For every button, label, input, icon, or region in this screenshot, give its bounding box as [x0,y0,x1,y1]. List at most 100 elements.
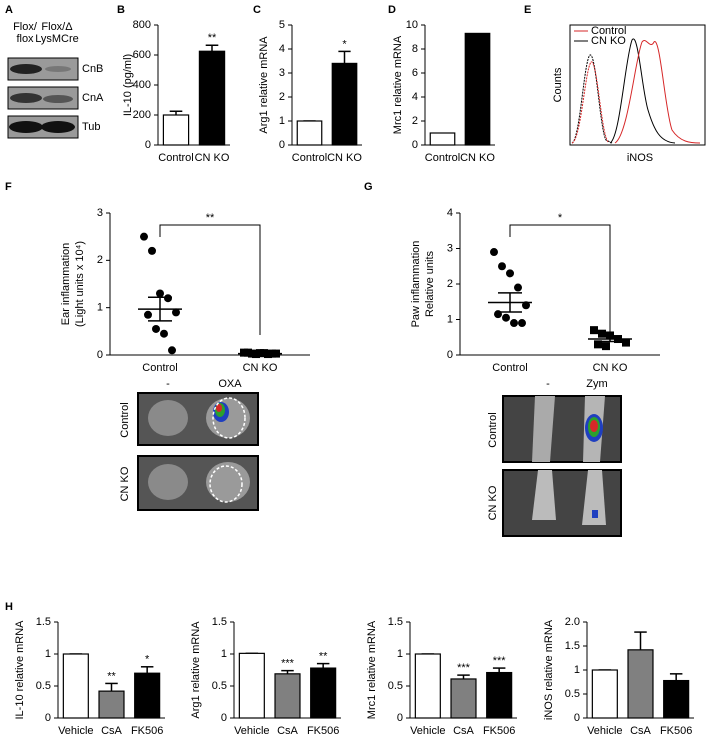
column-label: - [166,378,170,390]
x-tick-label: Vehicle [234,725,269,737]
x-tick-label: Vehicle [410,725,445,737]
point [144,310,152,319]
y-axis-label: Ear inflammation [60,243,72,326]
y-tick-label: 0 [412,139,418,151]
x-tick-label: CN KO [460,152,495,164]
x-tick-label: FK506 [131,725,163,737]
x-tick-label: CsA [630,725,651,737]
y-tick-label: 2 [279,91,285,103]
y-axis-label: IL-10 (pg/ml) [122,54,134,116]
bar [238,652,265,719]
bar [486,671,513,719]
row-label: CnA [82,92,104,104]
panel-letter: F [5,181,12,193]
point [622,338,630,347]
point [502,313,510,322]
x-tick-label: FK506 [483,725,515,737]
point [602,342,610,351]
x-tick-label: CN KO [243,362,278,374]
legend-label: Control [591,25,626,37]
image [502,395,622,537]
panel-letter: D [388,4,396,16]
y-tick-label: 0.5 [565,688,580,700]
y-tick-label: 4 [279,43,285,55]
column-label: Flox/Δ [41,21,73,33]
x-tick-label: CN KO [327,152,362,164]
panel-letter: A [5,4,13,16]
point [148,246,156,255]
bracket [159,224,261,335]
point [140,232,148,241]
column-label: flox [16,33,34,45]
significance: ** [206,212,215,224]
y-axis-label: (Light units x 10⁴) [74,241,86,327]
column-label: Flox/ [13,21,38,33]
bar [414,653,441,719]
point [510,319,518,328]
y-axis-label: Counts [552,67,564,102]
point [514,283,522,292]
row-label: Control [487,412,499,447]
significance: ** [107,670,116,682]
x-tick-label: Vehicle [587,725,622,737]
x-tick-label: Control [492,362,527,374]
y-axis-label: Paw inflammation [410,241,422,328]
y-tick-label: 0.5 [388,680,403,692]
y-tick-label: 1 [221,648,227,660]
y-tick-label: 4 [447,207,453,219]
y-tick-label: 1.5 [36,616,51,628]
x-tick-label: Control [292,152,327,164]
point [172,308,180,317]
significance: * [558,212,563,224]
y-tick-label: 1 [397,648,403,660]
x-tick-label: FK506 [307,725,339,737]
bar [627,649,654,719]
x-axis-label: iNOS [627,152,653,164]
y-tick-label: 1 [279,115,285,127]
y-axis-label: Relative units [424,250,436,317]
y-tick-label: 400 [133,79,151,91]
panel-letter: B [117,4,125,16]
point [160,329,168,338]
legend-label: CN KO [591,35,626,47]
y-axis-label: IL-10 relative mRNA [14,620,26,720]
bar [134,672,161,719]
y-tick-label: 2 [447,278,453,290]
column-label: Zym [586,378,607,390]
y-tick-label: 1.5 [565,640,580,652]
x-tick-label: CsA [453,725,474,737]
bar [663,679,690,719]
y-axis-label: Mrc1 relative mRNA [366,620,378,719]
bracket [509,224,611,335]
panel-letter: H [5,601,13,613]
curve [571,54,613,144]
y-tick-label: 0 [145,139,151,151]
curve [609,38,676,144]
row-label: CN KO [119,466,131,501]
bar [162,114,190,146]
y-tick-label: 0 [574,712,580,724]
point [168,346,176,355]
bar [464,32,491,146]
y-tick-label: 1 [97,302,103,314]
point [152,324,160,333]
significance: * [145,654,150,666]
point [518,319,526,328]
row-label: Control [119,402,131,437]
y-tick-label: 1.5 [388,616,403,628]
x-tick-label: CN KO [593,362,628,374]
bar [450,678,477,719]
curve [571,61,609,144]
point [590,326,598,335]
significance: ** [319,651,328,663]
point [598,329,606,338]
x-tick-label: CsA [101,725,122,737]
y-tick-label: 3 [447,242,453,254]
y-tick-label: 0 [97,349,103,361]
significance: *** [281,658,295,670]
x-tick-label: Vehicle [58,725,93,737]
y-tick-label: 2.0 [565,616,580,628]
panel-letter: E [524,4,531,16]
x-tick-label: Control [425,152,460,164]
